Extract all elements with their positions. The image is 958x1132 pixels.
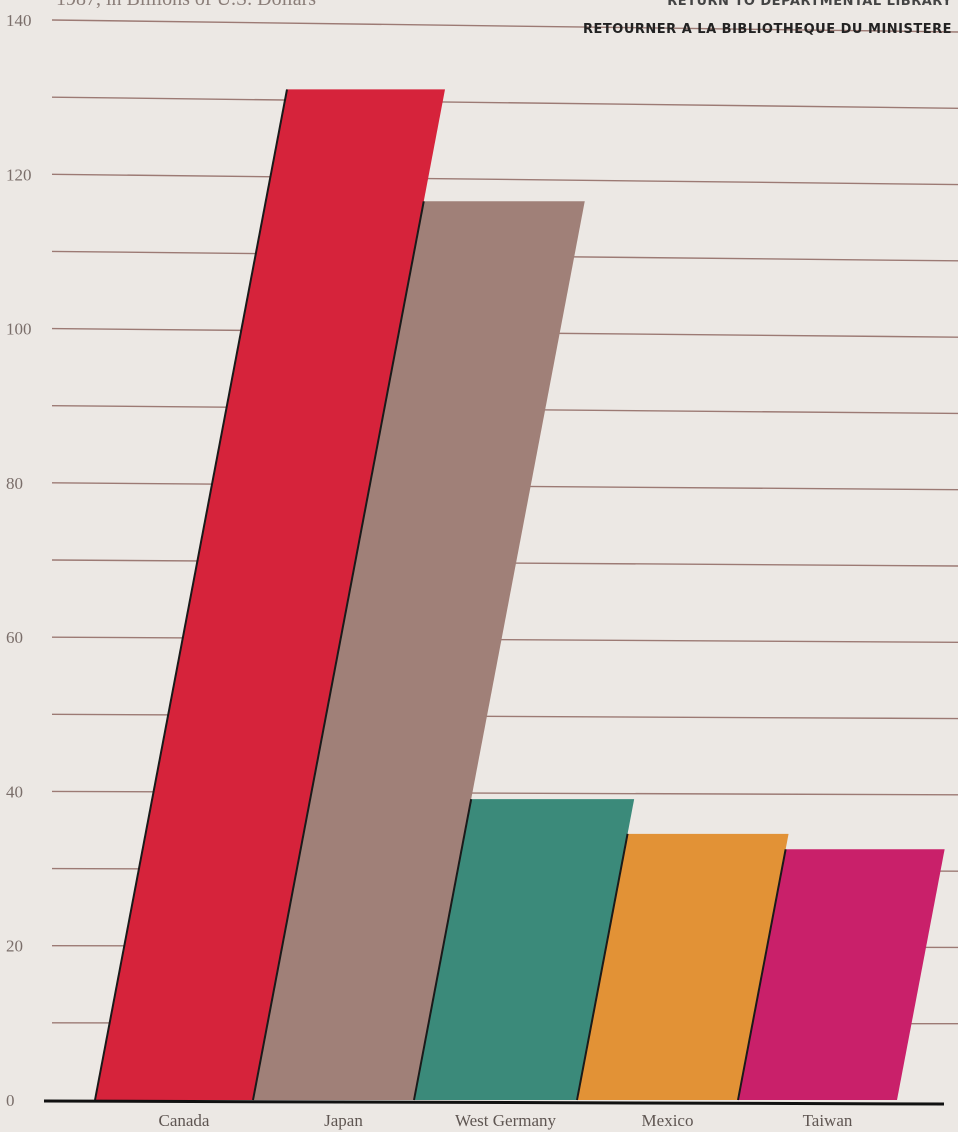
y-tick-label: 0	[6, 1091, 15, 1110]
y-tick-label: 80	[6, 474, 23, 493]
y-tick-label: 60	[6, 628, 23, 647]
bar-edge	[576, 833, 629, 1101]
y-tick-label: 40	[6, 782, 23, 801]
library-stamp-line-1: RETURN TO DEPARTMENTAL LIBRARY	[667, 0, 952, 9]
category-labels: Canada Japan West Germany Mexico Taiwan	[159, 1111, 853, 1130]
y-tick-label: 140	[6, 11, 32, 30]
bar-canada	[95, 89, 446, 1100]
category-label: Japan	[324, 1111, 363, 1130]
chart-subtitle: 1987, in Billions of U.S. Dollars	[56, 0, 316, 11]
category-label: Mexico	[642, 1111, 694, 1130]
bar-edge	[413, 798, 473, 1101]
x-axis	[43, 1099, 945, 1106]
bar-japan	[253, 201, 585, 1101]
library-stamp-line-2: RETOURNER A LA BIBLIOTHEQUE DU MINISTERE	[583, 22, 952, 37]
y-tick-label: 100	[6, 320, 32, 339]
y-tick-label: 120	[6, 165, 32, 184]
bar-taiwan	[738, 849, 945, 1100]
gridline	[51, 96, 958, 109]
bar-edge	[94, 89, 288, 1101]
bar-edge	[252, 201, 425, 1101]
y-tick-label: 20	[6, 937, 23, 956]
bars	[94, 89, 945, 1101]
bar-west-germany	[414, 799, 635, 1100]
gridline	[51, 19, 958, 33]
x-axis-line	[43, 1099, 945, 1106]
category-label: Taiwan	[803, 1111, 853, 1130]
category-label: Canada	[159, 1111, 210, 1130]
bar-edge	[737, 849, 787, 1101]
gridline	[51, 173, 958, 186]
bar-mexico	[577, 833, 789, 1100]
y-axis-ticks: 0 20 40 60 80 100 120 140	[6, 11, 32, 1110]
category-label: West Germany	[455, 1111, 557, 1130]
